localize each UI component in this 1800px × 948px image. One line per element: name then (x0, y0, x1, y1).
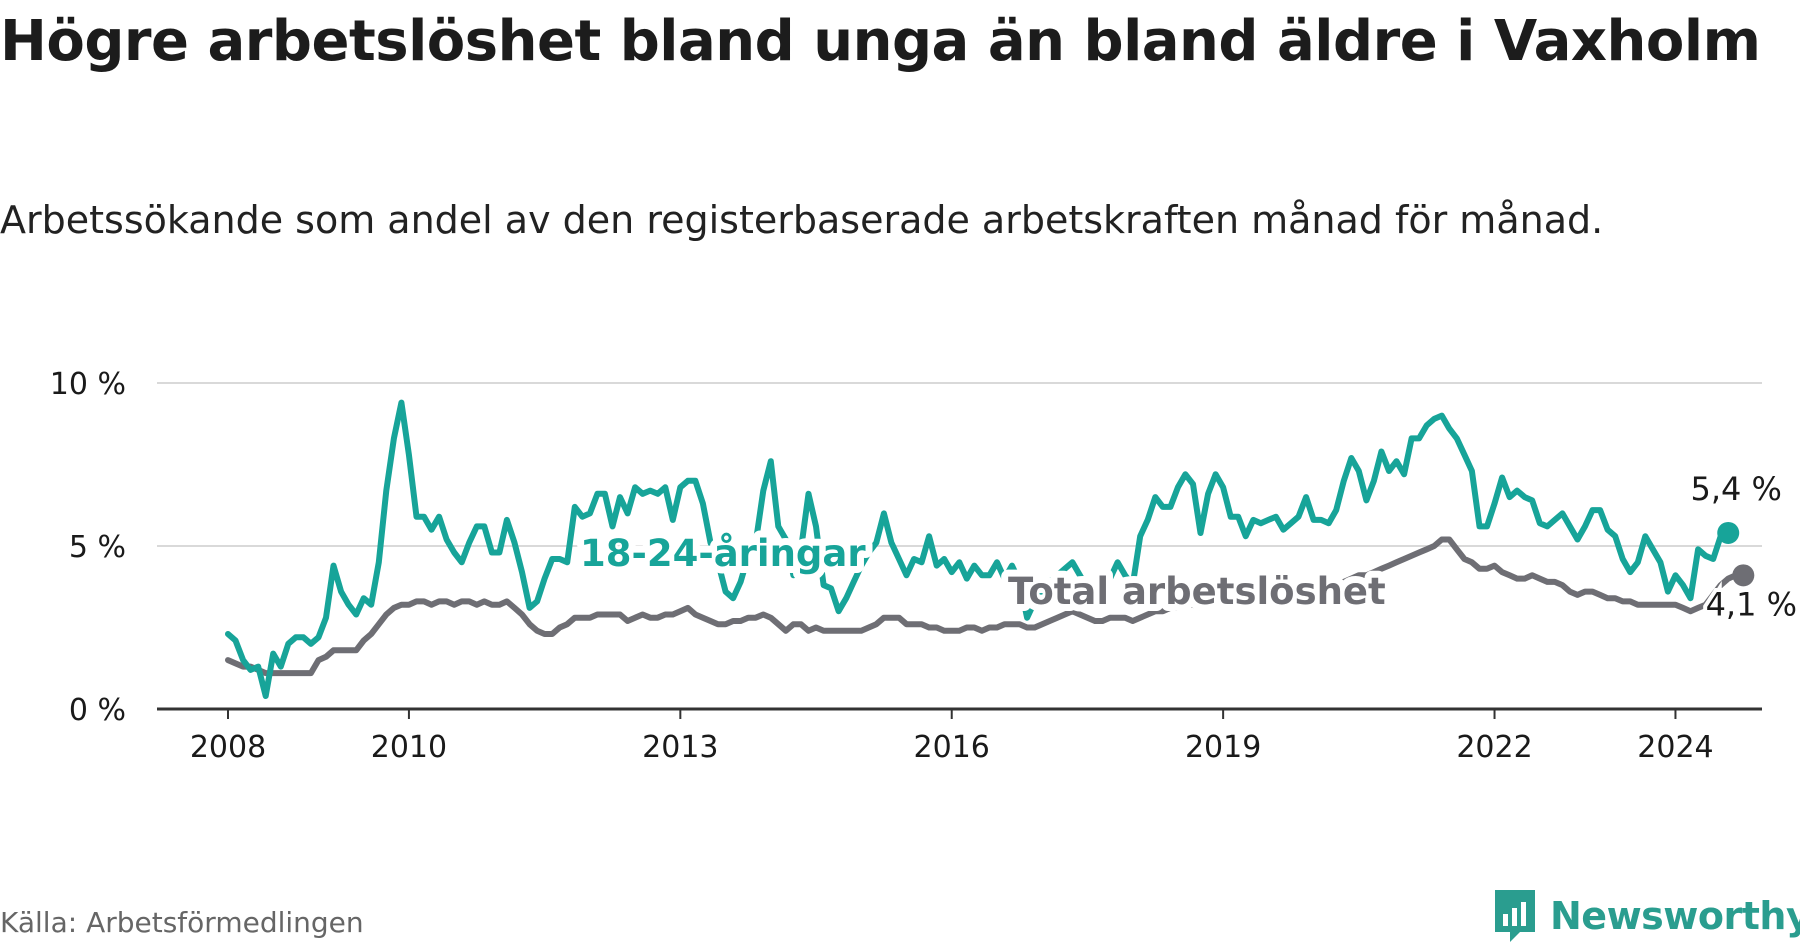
y-tick-label: 0 % (69, 693, 126, 728)
series-line-youth (225, 399, 1732, 699)
line-chart: 0 % 5 % 10 % 2008 2010 2013 2016 2019 2022 2024 5… (50, 367, 1800, 765)
x-tick-label: 2019 (1185, 730, 1261, 765)
newsworthy-logo-icon (1495, 890, 1535, 942)
x-tick-label: 2024 (1637, 730, 1713, 765)
end-point-youth (1717, 521, 1740, 544)
x-tick-label: 2016 (914, 730, 990, 765)
series-label-youth: 18-24-åringar (580, 532, 866, 575)
end-value-label-youth: 5,4 % (1690, 470, 1781, 508)
y-tick-label: 10 % (50, 367, 126, 402)
series-labels: 5,4 % 4,1 % 18-24-åringar Total arbetslöshe… (573, 470, 1800, 627)
x-tick-label: 2008 (190, 730, 266, 765)
series-label-total: Total arbetslöshet (1008, 570, 1386, 613)
axes: 0 % 5 % 10 % 2008 2010 2013 2016 2019 2022 2024 (50, 367, 1762, 765)
x-tick-label: 2010 (371, 730, 447, 765)
chart-subtitle: Arbetssökande som andel av den registerb… (0, 198, 1604, 242)
brand-name: Newsworthy (1550, 894, 1800, 938)
series-lines (225, 399, 1755, 699)
y-tick-label: 5 % (69, 530, 126, 565)
brand-logo: Newsworthy (1492, 888, 1800, 944)
x-tick-label: 2022 (1456, 730, 1532, 765)
end-value-label-total: 4,1 % (1706, 585, 1797, 623)
x-tick-label: 2013 (642, 730, 718, 765)
grid-lines (157, 382, 1762, 547)
end-point-total (1732, 564, 1755, 587)
series-line-total (225, 536, 1747, 677)
source-note: Källa: Arbetsförmedlingen (0, 906, 364, 939)
chart-title: Högre arbetslöshet bland unga än bland ä… (0, 9, 1761, 74)
